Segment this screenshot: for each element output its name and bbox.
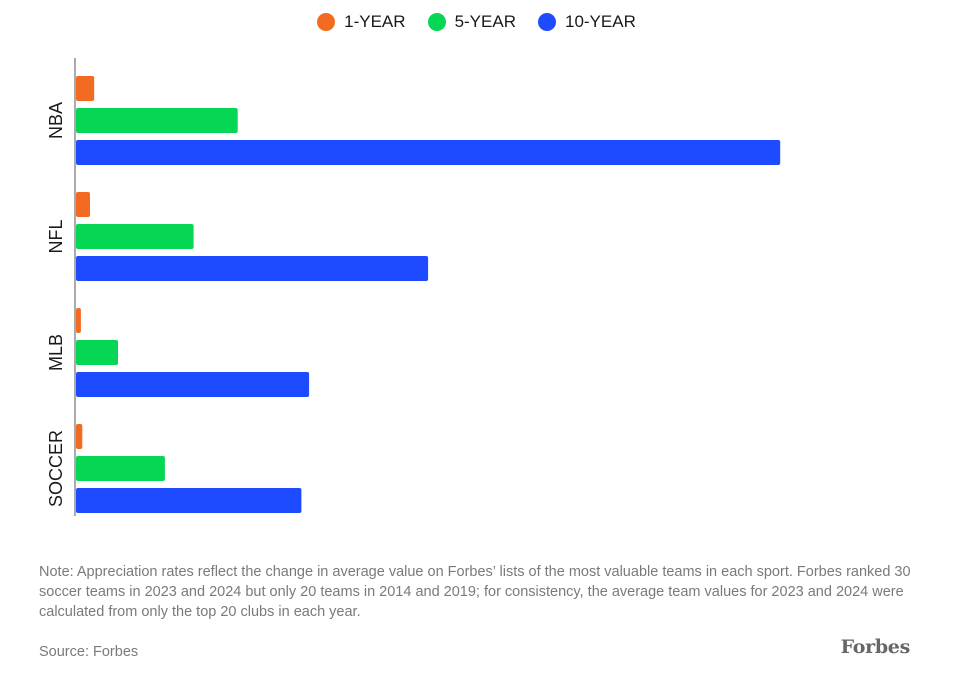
legend-item-1-year: 1-YEAR (317, 12, 406, 32)
bar-soccer-10-year (76, 488, 302, 513)
legend-label: 10-YEAR (564, 12, 636, 31)
bar-nfl-10-year (76, 256, 429, 281)
category-label-mlb: MLB (46, 334, 66, 371)
legend-swatch (427, 13, 446, 31)
bar-nba-5-year (76, 108, 238, 133)
bar-chart: NBA NFL MLB SOCCER (46, 58, 781, 516)
bar-nfl-1-year (76, 192, 90, 217)
legend-swatch (537, 13, 556, 31)
forbes-logo: Forbes (840, 636, 911, 658)
bar-soccer-1-year (76, 424, 83, 449)
legend-swatch (317, 13, 336, 31)
chart-note: Note: Appreciation rates reflect the cha… (39, 564, 911, 620)
legend-label: 1-YEAR (344, 12, 406, 31)
bar-nba-1-year (76, 76, 95, 101)
bar-mlb-1-year (76, 308, 81, 333)
bar-nba-10-year (76, 140, 781, 165)
category-label-nfl: NFL (46, 219, 66, 253)
chart-source: Source: Forbes (39, 644, 139, 660)
legend-item-5-year: 5-YEAR (427, 12, 516, 32)
bar-mlb-10-year (76, 372, 310, 397)
bar-mlb-5-year (76, 340, 118, 365)
category-label-nba: NBA (46, 102, 66, 139)
legend-item-10-year: 10-YEAR (537, 12, 636, 32)
chart-legend: 1-YEAR 5-YEAR 10-YEAR (0, 10, 953, 34)
category-label-soccer: SOCCER (46, 430, 66, 507)
bar-nfl-5-year (76, 224, 194, 249)
legend-label: 5-YEAR (454, 12, 516, 31)
bar-soccer-5-year (76, 456, 165, 481)
